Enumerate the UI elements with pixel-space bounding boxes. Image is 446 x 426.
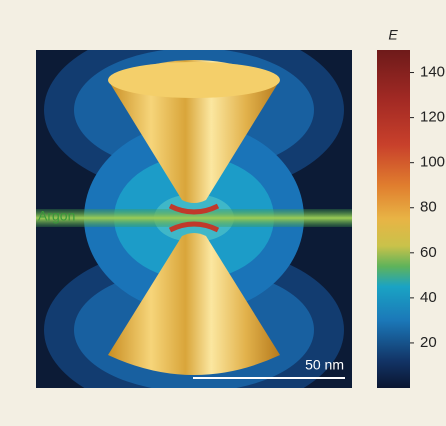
tick-label: 80	[420, 199, 437, 216]
tick-label: 20	[420, 334, 437, 351]
tick-label: 120	[420, 109, 445, 126]
tick-label: 40	[420, 289, 437, 306]
tick-label: 100	[420, 154, 445, 171]
field-image	[36, 50, 352, 388]
tick-label: 140	[420, 64, 445, 81]
region-label: Argon	[38, 208, 75, 224]
tick-label: 60	[420, 244, 437, 261]
scale-bar-label: 50 nm	[305, 357, 344, 373]
colorbar	[377, 50, 410, 388]
colorbar-label: E	[388, 27, 398, 43]
